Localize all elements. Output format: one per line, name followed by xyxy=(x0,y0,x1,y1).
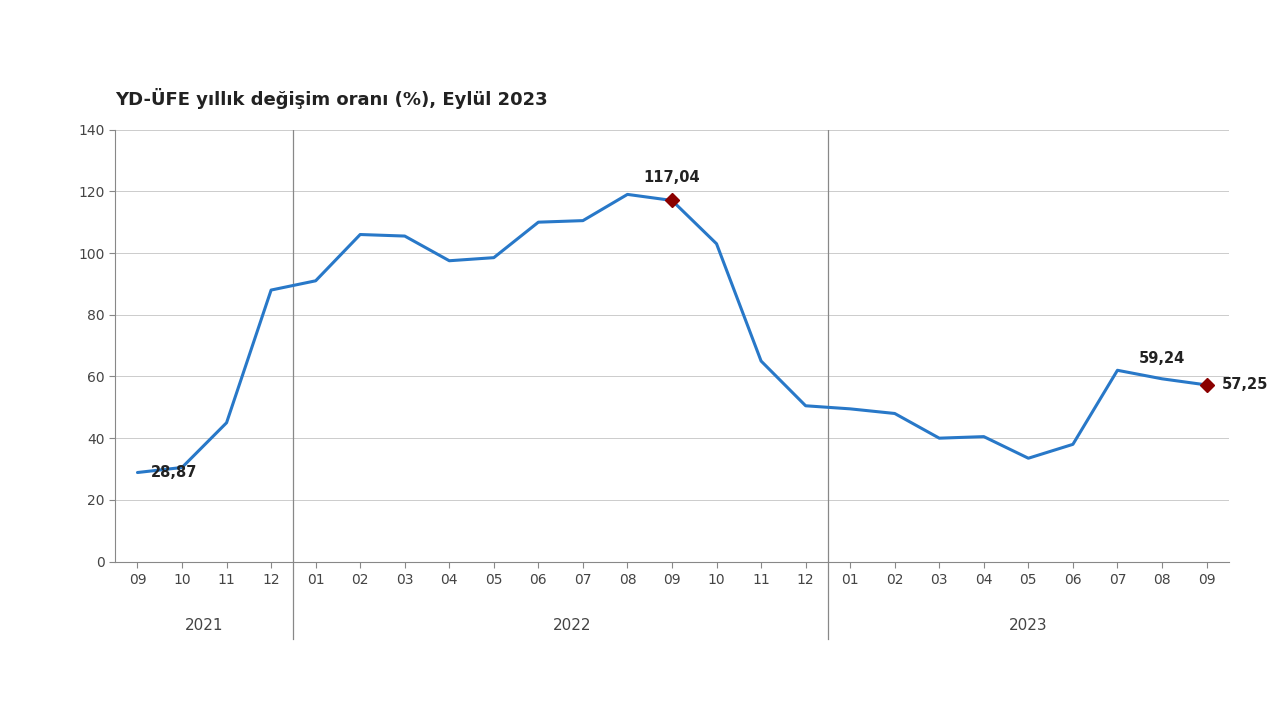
Text: 117,04: 117,04 xyxy=(644,170,700,185)
Text: 59,24: 59,24 xyxy=(1139,351,1185,366)
Text: 2022: 2022 xyxy=(553,618,591,633)
Text: YD-ÜFE yıllık değişim oranı (%), Eylül 2023: YD-ÜFE yıllık değişim oranı (%), Eylül 2… xyxy=(115,88,548,109)
Text: 57,25: 57,25 xyxy=(1222,377,1268,392)
Text: 28,87: 28,87 xyxy=(151,465,197,480)
Text: 2023: 2023 xyxy=(1009,618,1047,633)
Text: 2021: 2021 xyxy=(186,618,224,633)
